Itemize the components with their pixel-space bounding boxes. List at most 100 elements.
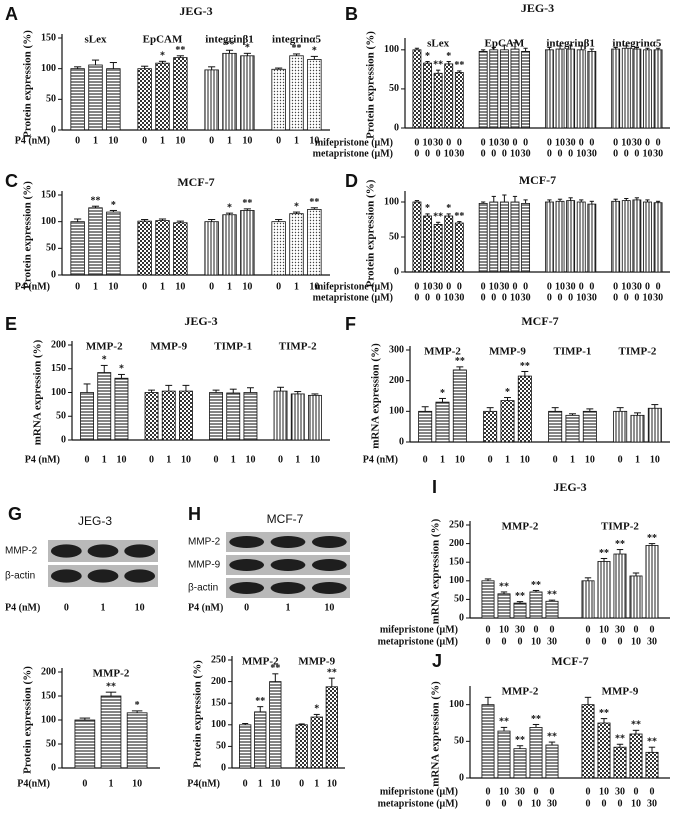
group-label: MMP-2 xyxy=(93,668,130,680)
bar xyxy=(222,214,237,276)
bar xyxy=(289,55,304,131)
x-tick-label: 10 xyxy=(621,281,631,292)
x-tick-label: 0 xyxy=(276,135,281,146)
bar xyxy=(423,215,432,273)
bar xyxy=(653,49,663,129)
x-row-label: metapristone (μM) xyxy=(378,636,458,647)
bar xyxy=(555,200,565,273)
blot-row-label: β-actin xyxy=(188,583,218,594)
significance: * xyxy=(314,704,319,715)
group-label: integrinβ1 xyxy=(205,34,254,46)
x-tick-label: 30 xyxy=(515,786,525,797)
significance: ** xyxy=(309,197,319,208)
bar xyxy=(310,716,323,769)
bar xyxy=(179,390,193,441)
x-tick-label: 0 xyxy=(547,292,552,303)
y-axis-label: Protein expression (%) xyxy=(365,179,377,287)
x-tick-label: 1 xyxy=(314,778,319,789)
bar xyxy=(545,744,559,779)
blot-title: MCF-7 xyxy=(267,512,304,526)
x-tick-label: 0 xyxy=(278,454,283,465)
significance: ** xyxy=(499,581,509,592)
blot-band xyxy=(311,536,347,548)
x-tick-label: 10 xyxy=(455,454,465,465)
y-tick-label: 200 xyxy=(51,339,66,350)
y-tick-label: 50 xyxy=(216,741,226,752)
group-label: TIMP-2 xyxy=(601,521,639,533)
x-tick-label: 0 xyxy=(586,636,591,647)
bar xyxy=(144,392,159,441)
y-tick-label: 50 xyxy=(56,411,66,422)
x-tick-label: 0 xyxy=(491,148,496,159)
bar xyxy=(576,49,586,129)
y-tick-label: 50 xyxy=(46,94,56,105)
bar xyxy=(582,410,597,443)
significance: ** xyxy=(520,361,530,372)
y-axis-label: mRNA expression (%) xyxy=(430,681,442,787)
x-tick-label: 0 xyxy=(512,137,517,148)
bar xyxy=(137,68,152,131)
bar xyxy=(307,59,322,131)
blot-band xyxy=(87,544,119,558)
x-tick-label: 30 xyxy=(566,137,576,148)
significance: ** xyxy=(270,663,280,674)
bar xyxy=(613,553,627,619)
bar xyxy=(173,222,188,276)
x-tick-label: 0 xyxy=(579,281,584,292)
x-tick-label: 30 xyxy=(587,148,597,159)
x-tick-label: 0 xyxy=(502,148,507,159)
significance: ** xyxy=(547,731,557,742)
x-row-label: metapristone (μM) xyxy=(313,148,393,159)
bar xyxy=(239,724,252,769)
bar xyxy=(521,50,531,129)
x-tick-label: 0 xyxy=(534,786,539,797)
y-tick-label: 300 xyxy=(389,344,404,355)
x-tick-label: 0 xyxy=(481,137,486,148)
x-row-label: P4(nM) xyxy=(187,778,220,789)
x-tick-label: 10 xyxy=(489,137,499,148)
bar xyxy=(273,390,288,441)
x-tick-label: 30 xyxy=(653,292,663,303)
x-tick-label: 30 xyxy=(615,624,625,635)
bar xyxy=(307,208,322,276)
y-tick-label: 250 xyxy=(211,654,226,665)
x-tick-label: 0 xyxy=(82,778,87,789)
bar xyxy=(271,221,286,276)
x-tick-label: 10 xyxy=(642,292,652,303)
panel-letter: H xyxy=(188,504,201,524)
bar xyxy=(240,55,255,131)
bar xyxy=(70,68,85,131)
x-tick-label: 1 xyxy=(227,281,232,292)
blot-band xyxy=(50,544,82,558)
x-tick-label: 10 xyxy=(444,148,454,159)
significance: ** xyxy=(175,45,185,56)
blot-row-label: MMP-9 xyxy=(188,560,221,571)
x-tick-label: 30 xyxy=(653,148,663,159)
bar xyxy=(308,394,322,441)
x-tick-label: 10 xyxy=(531,636,541,647)
x-tick-label: 0 xyxy=(634,786,639,797)
x-tick-label: 0 xyxy=(149,454,154,465)
bar xyxy=(629,733,643,779)
bar xyxy=(137,220,152,276)
bar xyxy=(483,410,498,443)
bar xyxy=(647,407,662,443)
x-tick-label: 10 xyxy=(108,281,118,292)
group-label: integrinβ1 xyxy=(546,38,595,50)
significance: * xyxy=(312,46,317,57)
bar xyxy=(240,210,255,276)
bar xyxy=(611,200,621,273)
x-tick-label: 1 xyxy=(294,135,299,146)
x-tick-label: 0 xyxy=(457,137,462,148)
bar xyxy=(597,722,611,779)
bar xyxy=(643,49,652,129)
x-tick-label: 0 xyxy=(512,281,517,292)
bar xyxy=(513,748,527,779)
bar xyxy=(254,711,267,769)
bar xyxy=(587,50,597,129)
significance: * xyxy=(425,51,430,62)
x-tick-label: 10 xyxy=(175,135,185,146)
x-tick-label: 0 xyxy=(534,624,539,635)
x-tick-label: 30 xyxy=(499,281,509,292)
x-tick-label: 0 xyxy=(481,148,486,159)
